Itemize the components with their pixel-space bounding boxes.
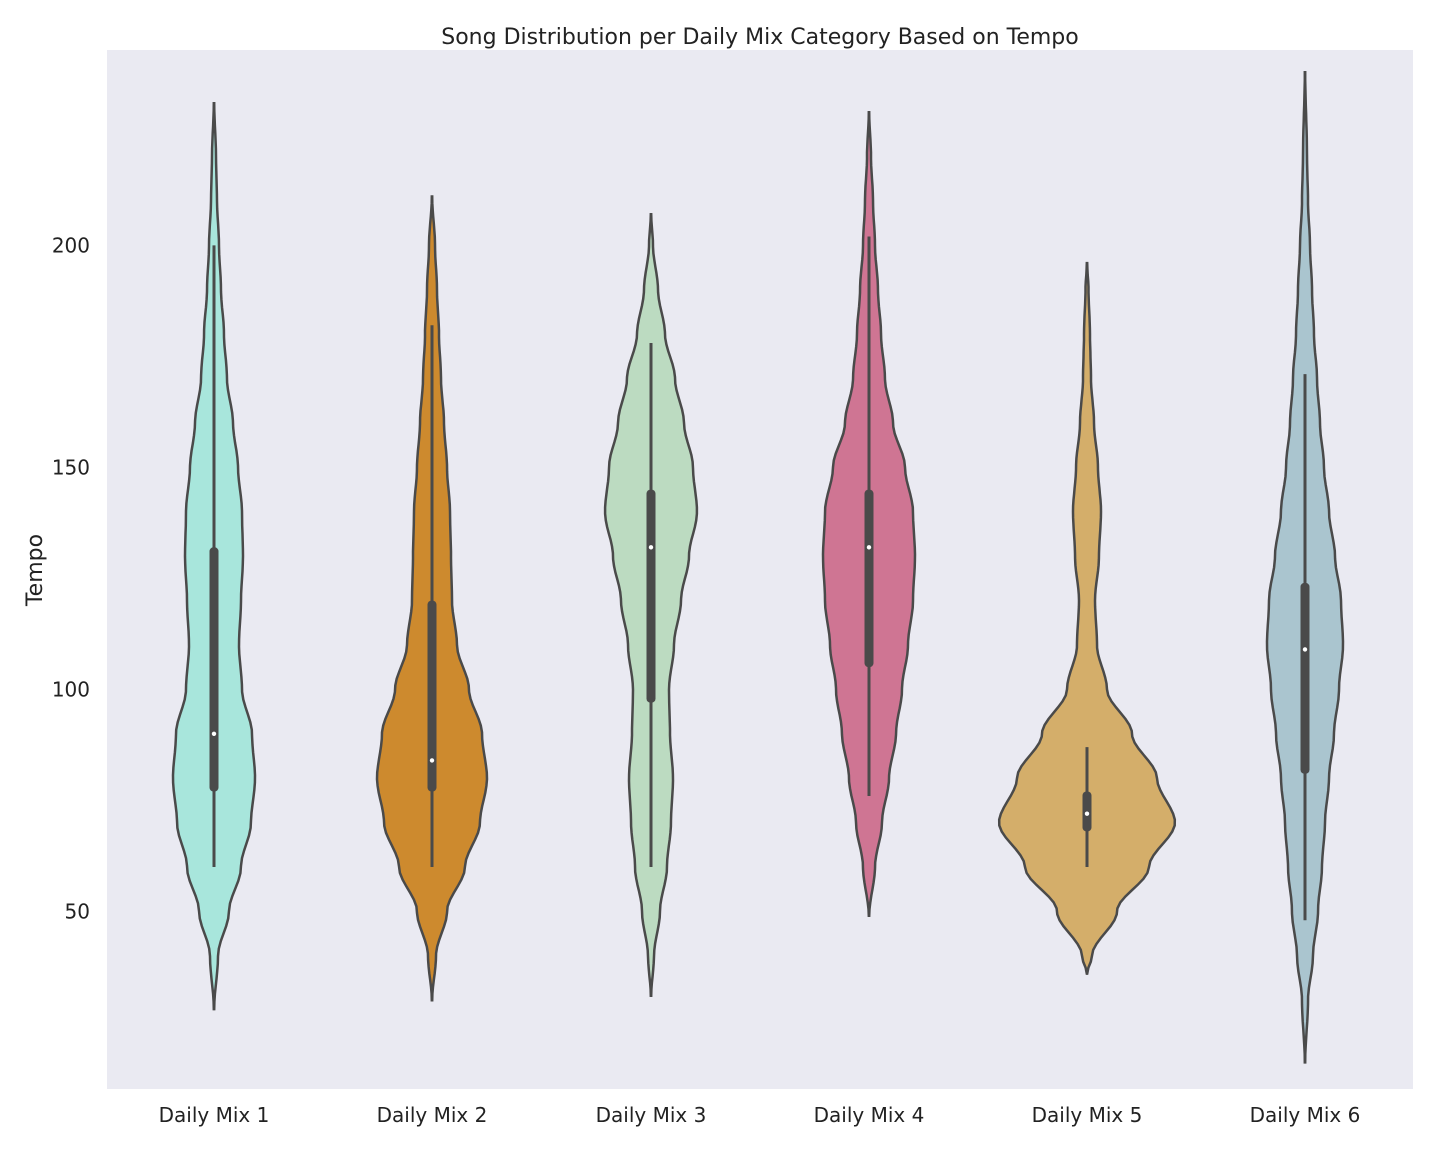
y-tick-label: 50 (65, 899, 90, 923)
y-tick-label: 200 (52, 233, 90, 257)
iqr-box (646, 489, 656, 703)
median-point (1084, 811, 1090, 816)
chart-title: Song Distribution per Daily Mix Category… (441, 25, 1078, 50)
x-axis: Daily Mix 1 Daily Mix 2 Daily Mix 3 Daily M… (159, 1103, 1361, 1127)
violins-layer (171, 70, 1345, 1064)
y-tick-label: 100 (52, 677, 90, 701)
iqr-box (1082, 791, 1092, 832)
x-tick-label: Daily Mix 2 (377, 1103, 488, 1127)
median-point (429, 758, 435, 763)
x-tick-label: Daily Mix 1 (159, 1103, 270, 1127)
violin-5 (997, 261, 1177, 975)
violin-4 (821, 110, 917, 918)
median-point (211, 731, 217, 736)
iqr-box (864, 489, 874, 668)
violin-body (997, 261, 1177, 975)
median-point (648, 545, 654, 550)
iqr-box (427, 600, 437, 792)
y-axis: 50 100 150 200 (52, 233, 90, 923)
iqr-box (209, 547, 219, 792)
violin-1 (171, 102, 257, 1011)
iqr-box (1300, 582, 1310, 774)
median-point (866, 545, 872, 550)
median-point (1302, 647, 1308, 652)
violin-6 (1265, 70, 1345, 1064)
x-tick-label: Daily Mix 5 (1032, 1103, 1143, 1127)
plot-area (107, 50, 1413, 1089)
x-tick-label: Daily Mix 4 (814, 1103, 925, 1127)
violin-3 (603, 213, 699, 998)
x-tick-label: Daily Mix 3 (596, 1103, 707, 1127)
violin-2 (375, 195, 489, 1002)
y-tick-label: 150 (52, 455, 90, 479)
x-tick-label: Daily Mix 6 (1250, 1103, 1361, 1127)
y-axis-label: Tempo (23, 534, 48, 607)
